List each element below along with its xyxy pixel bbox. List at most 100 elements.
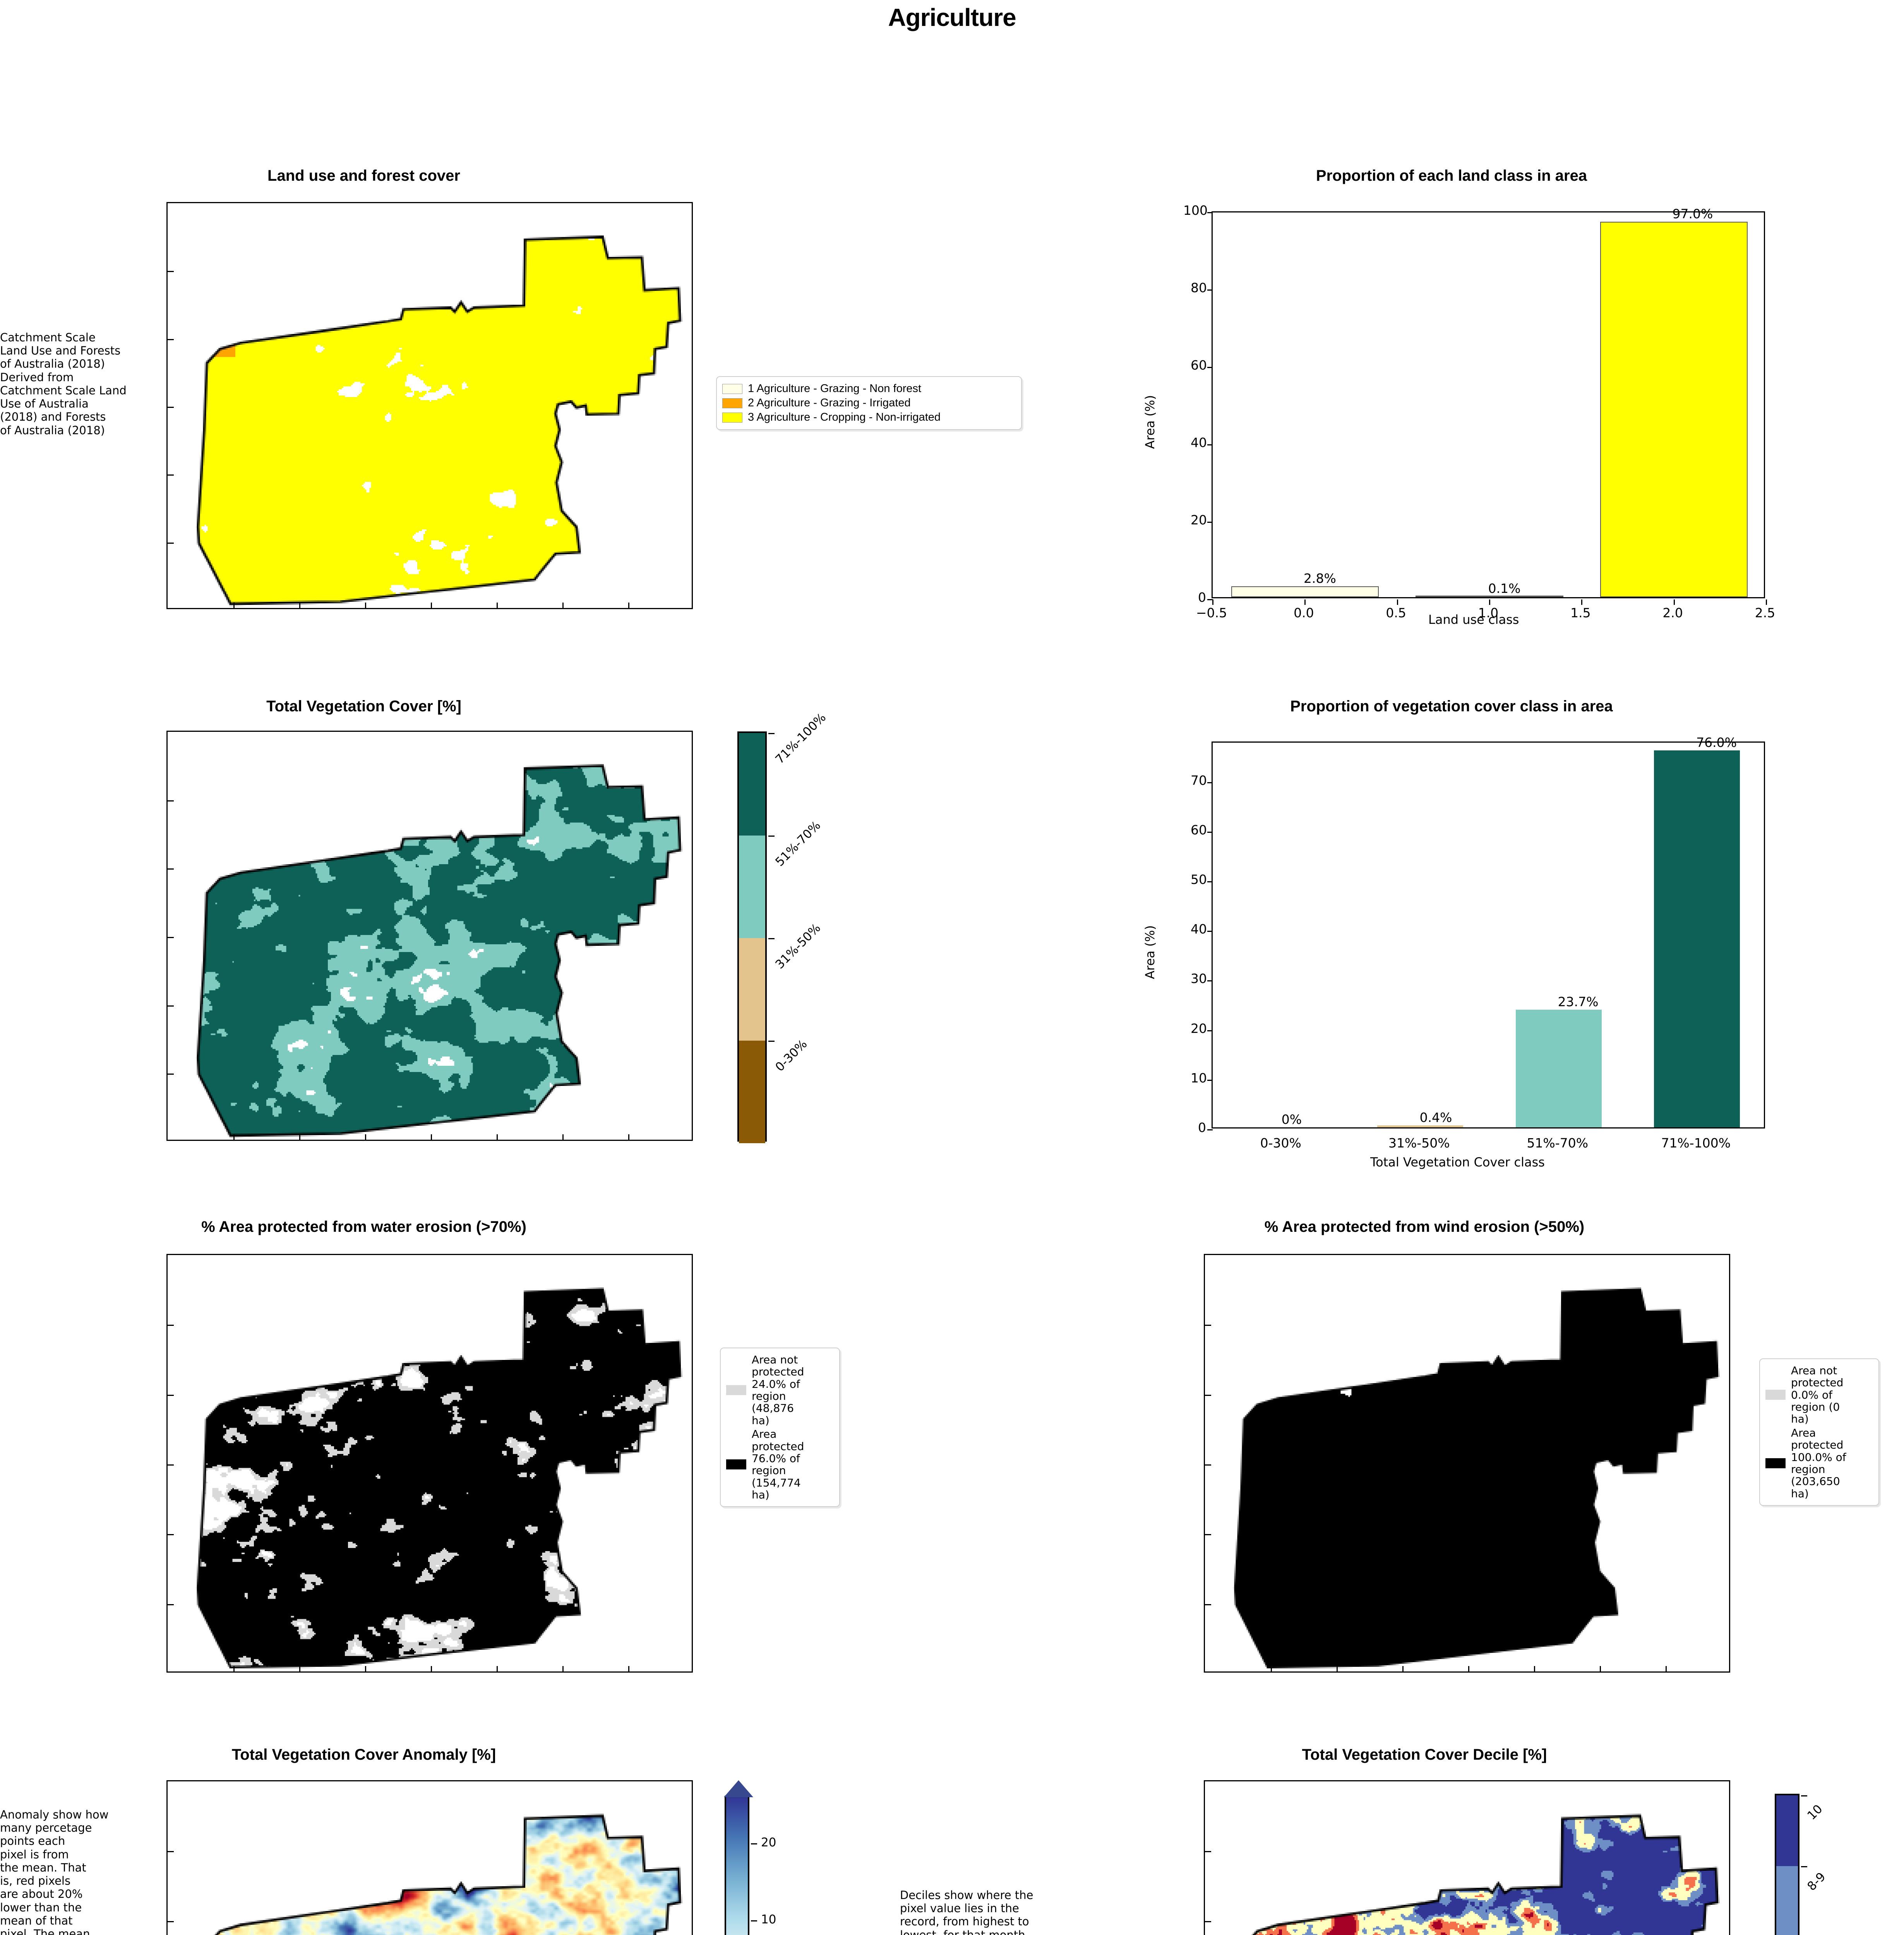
bar-value-label-0: 2.8%: [1303, 571, 1336, 586]
land-class-chart-title: Proportion of each land class in area: [1316, 167, 1587, 184]
map-x-tick: [233, 1666, 235, 1671]
map-x-tick: [1534, 1666, 1535, 1671]
legend-swatch-protected: [726, 1459, 746, 1470]
map-y-tick: [1205, 1464, 1211, 1466]
veg-colorbar-tick-1: [768, 836, 775, 837]
land-use-map-title: Land use and forest cover: [267, 167, 460, 184]
map-y-tick: [168, 1604, 174, 1605]
legend-item: Area protected 76.0% of region (154,774 …: [726, 1428, 834, 1501]
land-class-plot-area: 2.8% 0.1% 97.0%: [1207, 206, 1767, 605]
map-x-tick: [1337, 1666, 1338, 1671]
decile-map-canvas: [1205, 1781, 1729, 1935]
decile-map-title: Total Vegetation Cover Decile [%]: [1302, 1746, 1547, 1763]
veg-cover-map[interactable]: [166, 731, 693, 1141]
x-tick: [1673, 599, 1675, 605]
veg-class-plot-area: 0% 0.4% 23.7% 76.0%: [1207, 735, 1765, 1130]
map-y-tick: [168, 1074, 174, 1075]
y-tick: [1207, 522, 1213, 523]
map-x-tick: [365, 1134, 366, 1140]
water-erosion-map-canvas: [168, 1255, 692, 1671]
anomaly-colorbar-label-1: 10: [761, 1913, 776, 1927]
wind-erosion-map[interactable]: [1204, 1254, 1730, 1673]
map-y-tick: [168, 1921, 174, 1922]
legend-swatch-cropping-nonirrigated: [722, 412, 742, 423]
x-tick: [1304, 599, 1306, 605]
anomaly-colorbar-tick-0: [751, 1843, 757, 1845]
map-x-tick: [1271, 1666, 1272, 1671]
map-y-tick: [168, 271, 174, 272]
map-x-tick: [628, 1666, 629, 1671]
water-erosion-map[interactable]: [166, 1254, 693, 1673]
y-tick-label: 100: [1183, 203, 1208, 218]
anomaly-map[interactable]: [166, 1780, 693, 1935]
map-x-tick: [562, 1666, 564, 1671]
y-tick: [1207, 782, 1213, 783]
legend-label: Area protected 76.0% of region (154,774 …: [752, 1428, 804, 1501]
veg-class-chart[interactable]: 0% 0.4% 23.7% 76.0% Area (%) Total Vegetati…: [1123, 731, 1804, 1170]
decile-colorbar-segment-0: [1776, 1795, 1798, 1866]
map-x-tick: [365, 603, 366, 608]
map-x-tick: [497, 1666, 498, 1671]
y-tick-label: 60: [1191, 822, 1207, 837]
x-tick-label: 31%-50%: [1388, 1135, 1450, 1151]
y-tick-label: 80: [1191, 280, 1207, 295]
decile-colorbar-tick-0: [1801, 1795, 1807, 1796]
veg-class-ylabel: Area (%): [1143, 925, 1157, 979]
x-tick: [1212, 599, 1213, 605]
map-x-tick: [299, 1134, 300, 1140]
map-y-tick: [1205, 1921, 1211, 1922]
map-y-tick: [168, 868, 174, 870]
y-tick: [1207, 289, 1213, 291]
x-tick: [1489, 599, 1490, 605]
map-x-tick: [1666, 1666, 1667, 1671]
map-x-tick: [1468, 1666, 1469, 1671]
y-tick: [1207, 1079, 1213, 1081]
y-tick-label: 40: [1191, 435, 1207, 450]
veg-cover-map-title: Total Vegetation Cover [%]: [266, 698, 461, 715]
y-tick-label: 30: [1191, 971, 1207, 986]
map-y-tick: [168, 1395, 174, 1396]
map-x-tick: [431, 603, 432, 608]
decile-map[interactable]: [1204, 1780, 1730, 1935]
land-class-ylabel: Area (%): [1143, 395, 1157, 449]
anomaly-colorbar-extend-arrow: [724, 1780, 753, 1797]
x-tick: [1397, 599, 1398, 605]
x-tick-label: 0-30%: [1260, 1135, 1301, 1151]
decile-colorbar-label-1: 8-9: [1805, 1870, 1829, 1894]
legend-label: Area not protected 24.0% of region (48,8…: [752, 1353, 804, 1427]
veg-class-chart-title: Proportion of vegetation cover class in …: [1290, 698, 1613, 715]
map-x-tick: [562, 603, 564, 608]
y-tick: [1207, 212, 1213, 213]
veg-cover-colorbar: 71%-100% 51%-70% 31%-50% 0-30%: [737, 711, 829, 1143]
land-class-xlabel: Land use class: [1428, 612, 1519, 627]
legend-label: 3 Agriculture - Cropping - Non-irrigated: [748, 411, 941, 423]
map-y-tick: [168, 1851, 174, 1852]
x-tick: [1766, 599, 1767, 605]
y-tick-label: 10: [1191, 1070, 1207, 1086]
land-use-map-canvas: [168, 203, 692, 608]
map-x-tick: [299, 603, 300, 608]
map-y-tick: [1205, 1395, 1211, 1396]
map-y-tick: [1205, 1604, 1211, 1605]
bar-0: [1231, 586, 1379, 597]
map-y-tick: [168, 800, 174, 801]
anomaly-colorbar-label-0: 20: [761, 1836, 776, 1850]
land-use-map[interactable]: [166, 202, 693, 609]
wind-erosion-map-title: % Area protected from wind erosion (>50%…: [1264, 1218, 1585, 1235]
legend-swatch-grazing-nonforest: [722, 384, 742, 394]
map-x-tick: [299, 1666, 300, 1671]
map-y-tick: [1205, 1851, 1211, 1852]
x-tick: [1581, 599, 1583, 605]
legend-swatch-not-protected: [1765, 1390, 1786, 1400]
map-x-tick: [233, 1134, 235, 1140]
map-x-tick: [1600, 1666, 1601, 1671]
bar-2: [1600, 222, 1748, 597]
bar-value-label-2: 97.0%: [1672, 206, 1713, 221]
legend-swatch-protected: [1765, 1458, 1786, 1468]
x-tick-label: 0.0: [1294, 605, 1314, 620]
bar-value-label-1: 0.1%: [1488, 581, 1521, 596]
y-tick: [1207, 881, 1213, 882]
bar-value-label-1: 0.4%: [1419, 1110, 1452, 1125]
